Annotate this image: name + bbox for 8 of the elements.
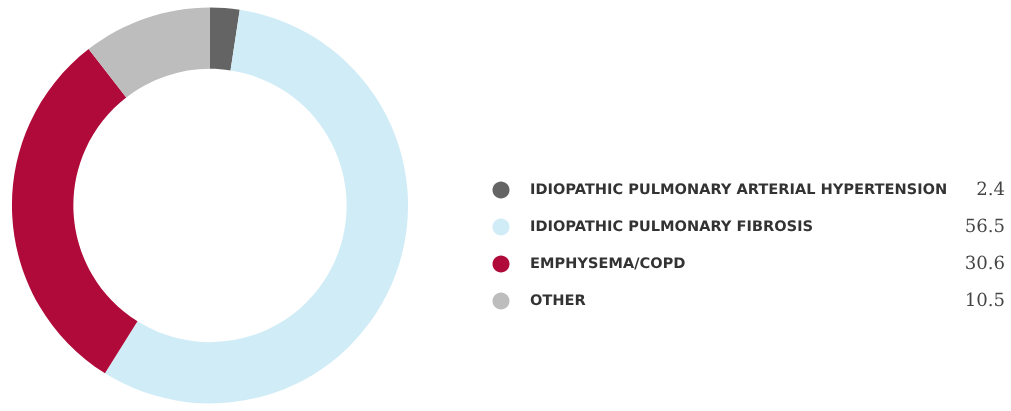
data-label: 56.5: [966, 218, 1004, 233]
data-label: 30.6: [966, 255, 1004, 270]
legend-label: OTHER: [530, 294, 586, 306]
data-label: 2.4: [977, 181, 1005, 196]
data-label: 10.5: [967, 292, 1004, 307]
legend-label: EMPHYSEMA/COPD: [531, 257, 685, 270]
legend-label: IDIOPATHIC PULMONARY FIBROSIS: [531, 220, 813, 232]
legend-label: IDIOPATHIC PULMONARY ARTERIAL HYPERTENSION: [531, 183, 946, 195]
